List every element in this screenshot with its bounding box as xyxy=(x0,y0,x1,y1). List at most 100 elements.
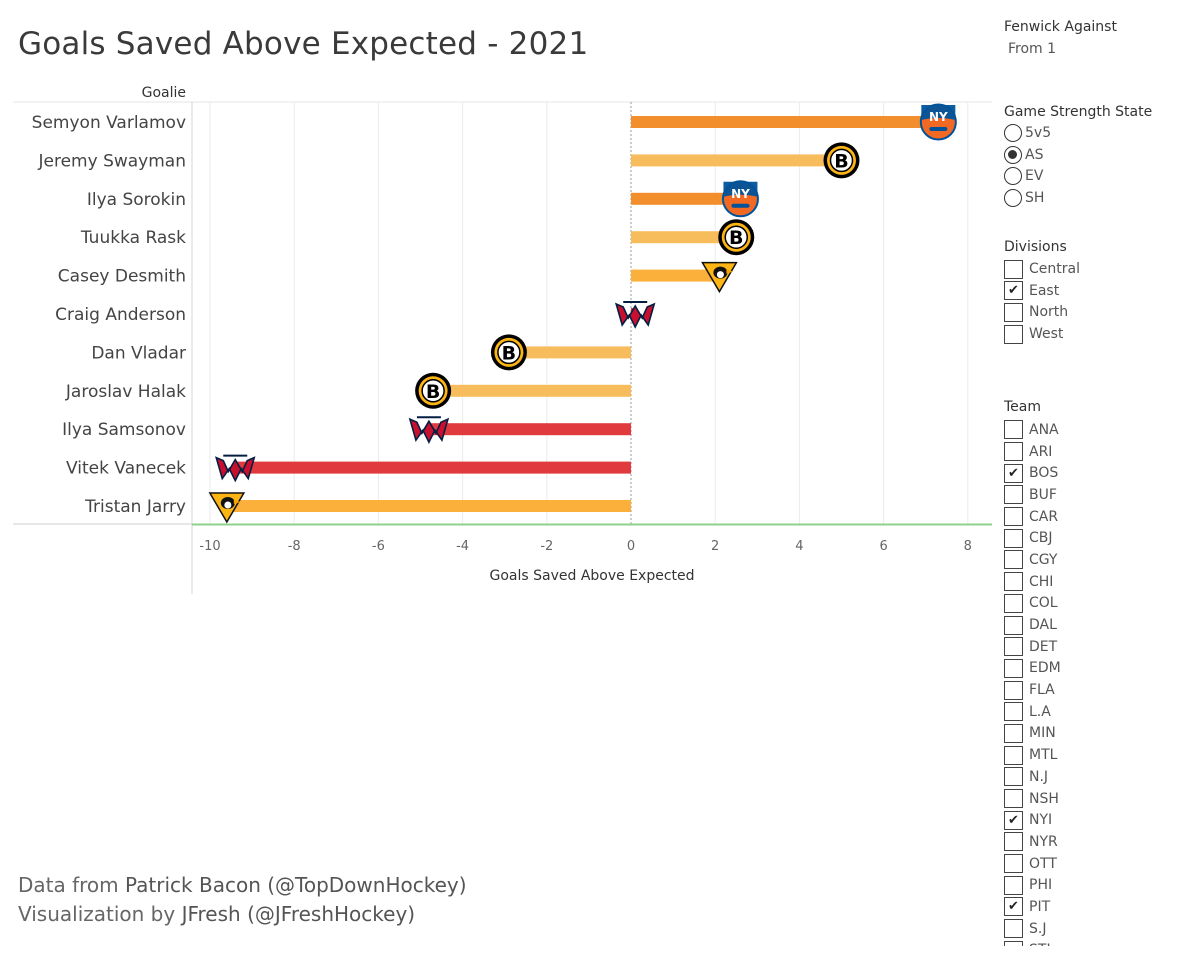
team-option-ott[interactable]: OTT xyxy=(1004,853,1184,875)
team-option-phi[interactable]: PHI xyxy=(1004,874,1184,896)
checked-box-icon[interactable]: ✔ xyxy=(1004,463,1023,483)
bar[interactable] xyxy=(631,269,720,282)
bar[interactable] xyxy=(433,384,631,397)
checkbox-icon[interactable] xyxy=(1004,680,1023,700)
division-option-north[interactable]: North xyxy=(1004,301,1068,323)
checkbox-icon[interactable] xyxy=(1004,832,1023,852)
division-option-east[interactable]: ✔ East xyxy=(1004,280,1059,302)
bar[interactable] xyxy=(631,154,842,167)
team-option-label: ANA xyxy=(1029,421,1059,438)
radio-icon[interactable] xyxy=(1004,145,1022,164)
checkbox-icon[interactable] xyxy=(1004,702,1023,722)
team-option-ana[interactable]: ANA xyxy=(1004,419,1184,441)
team-option-mtl[interactable]: MTL xyxy=(1004,744,1184,766)
checkbox-icon[interactable] xyxy=(1004,528,1023,548)
bar[interactable] xyxy=(235,461,631,474)
team-option-col[interactable]: COL xyxy=(1004,593,1184,615)
checkbox-icon[interactable] xyxy=(1004,593,1023,613)
team-option-car[interactable]: CAR xyxy=(1004,506,1184,528)
checkbox-icon[interactable] xyxy=(1004,723,1023,743)
team-option-det[interactable]: DET xyxy=(1004,636,1184,658)
team-option-label: MIN xyxy=(1029,725,1056,742)
bar[interactable] xyxy=(631,116,939,128)
team-option-edm[interactable]: EDM xyxy=(1004,658,1184,680)
checked-box-icon[interactable]: ✔ xyxy=(1004,281,1023,301)
checkbox-icon[interactable] xyxy=(1004,442,1023,462)
strength-option-sh[interactable]: SH xyxy=(1004,187,1044,209)
fenwick-filter-title: Fenwick Against xyxy=(1004,19,1117,35)
checkbox-icon[interactable] xyxy=(1004,658,1023,678)
y-axis-title: Goalie xyxy=(142,85,186,101)
svg-text:NY: NY xyxy=(731,187,750,201)
checkbox-icon[interactable] xyxy=(1004,767,1023,787)
checkbox-icon[interactable] xyxy=(1004,324,1023,344)
team-option-label: CHI xyxy=(1029,573,1054,590)
checkbox-icon[interactable] xyxy=(1004,637,1023,657)
bar[interactable] xyxy=(226,500,631,512)
svg-text:B: B xyxy=(502,342,516,364)
team-option-fla[interactable]: FLA xyxy=(1004,679,1184,701)
checkbox-icon[interactable] xyxy=(1004,875,1023,895)
team-option-label: L.A xyxy=(1029,703,1051,720)
goalie-name-label: Tuukka Rask xyxy=(80,228,186,248)
checked-box-icon[interactable]: ✔ xyxy=(1004,810,1023,830)
team-option-pit[interactable]: ✔ PIT xyxy=(1004,896,1184,918)
team-option-label: EDM xyxy=(1029,660,1061,677)
radio-icon[interactable] xyxy=(1004,189,1022,208)
bar[interactable] xyxy=(428,423,631,436)
team-option-cgy[interactable]: CGY xyxy=(1004,549,1184,571)
team-filter-list[interactable]: ANA ARI ✔ BOS BUF CAR CBJ CGY CHI COL DAL DET EDM FLA… xyxy=(1004,419,1184,946)
bar[interactable] xyxy=(631,192,741,205)
checkbox-icon[interactable] xyxy=(1004,919,1023,939)
team-option-label: BOS xyxy=(1029,465,1059,482)
team-option-nj[interactable]: N.J xyxy=(1004,766,1184,788)
checkbox-icon[interactable] xyxy=(1004,550,1023,570)
bar[interactable] xyxy=(631,231,737,244)
team-option-la[interactable]: L.A xyxy=(1004,701,1184,723)
x-tick-label: -4 xyxy=(456,539,469,554)
team-option-min[interactable]: MIN xyxy=(1004,723,1184,745)
division-option-central[interactable]: Central xyxy=(1004,258,1080,280)
checkbox-icon[interactable] xyxy=(1004,615,1023,635)
strength-option-as[interactable]: AS xyxy=(1004,144,1043,166)
pit-logo-icon xyxy=(208,492,246,524)
checkbox-icon[interactable] xyxy=(1004,854,1023,874)
radio-icon[interactable] xyxy=(1004,167,1022,186)
team-option-buf[interactable]: BUF xyxy=(1004,484,1184,506)
division-option-west[interactable]: West xyxy=(1004,323,1063,345)
x-tick-label: 2 xyxy=(711,539,719,554)
checkbox-icon[interactable] xyxy=(1004,485,1023,505)
team-option-cbj[interactable]: CBJ xyxy=(1004,527,1184,549)
checked-box-icon[interactable]: ✔ xyxy=(1004,897,1023,917)
checkbox-icon[interactable] xyxy=(1004,745,1023,765)
svg-text:B: B xyxy=(729,227,743,249)
team-option-chi[interactable]: CHI xyxy=(1004,571,1184,593)
checkbox-icon[interactable] xyxy=(1004,420,1023,440)
checkbox-icon[interactable] xyxy=(1004,302,1023,322)
team-option-stl[interactable]: STL xyxy=(1004,940,1184,946)
bos-logo-icon: B xyxy=(490,334,527,371)
team-option-nyi[interactable]: ✔ NYI xyxy=(1004,809,1184,831)
checkbox-icon[interactable] xyxy=(1004,940,1023,946)
team-option-ari[interactable]: ARI xyxy=(1004,441,1184,463)
team-option-bos[interactable]: ✔ BOS xyxy=(1004,462,1184,484)
strength-option-ev[interactable]: EV xyxy=(1004,165,1043,187)
goalie-name-label: Ilya Sorokin xyxy=(87,190,186,210)
team-option-nsh[interactable]: NSH xyxy=(1004,788,1184,810)
checkbox-icon[interactable] xyxy=(1004,507,1023,527)
bar[interactable] xyxy=(508,346,631,359)
team-option-label: COL xyxy=(1029,595,1058,612)
radio-icon[interactable] xyxy=(1004,124,1022,142)
checkbox-icon[interactable] xyxy=(1004,259,1023,279)
team-option-nyr[interactable]: NYR xyxy=(1004,831,1184,853)
fenwick-filter-value[interactable]: From 1 xyxy=(1008,41,1057,57)
team-option-dal[interactable]: DAL xyxy=(1004,614,1184,636)
checkbox-icon[interactable] xyxy=(1004,789,1023,809)
checkbox-icon[interactable] xyxy=(1004,572,1023,592)
team-option-label: NYR xyxy=(1029,833,1058,850)
team-option-sj[interactable]: S.J xyxy=(1004,918,1184,940)
team-option-label: DAL xyxy=(1029,617,1057,634)
x-tick-label: -10 xyxy=(199,539,220,554)
strength-option-5v5[interactable]: 5v5 xyxy=(1004,122,1051,144)
wsh-logo-icon xyxy=(215,454,256,483)
